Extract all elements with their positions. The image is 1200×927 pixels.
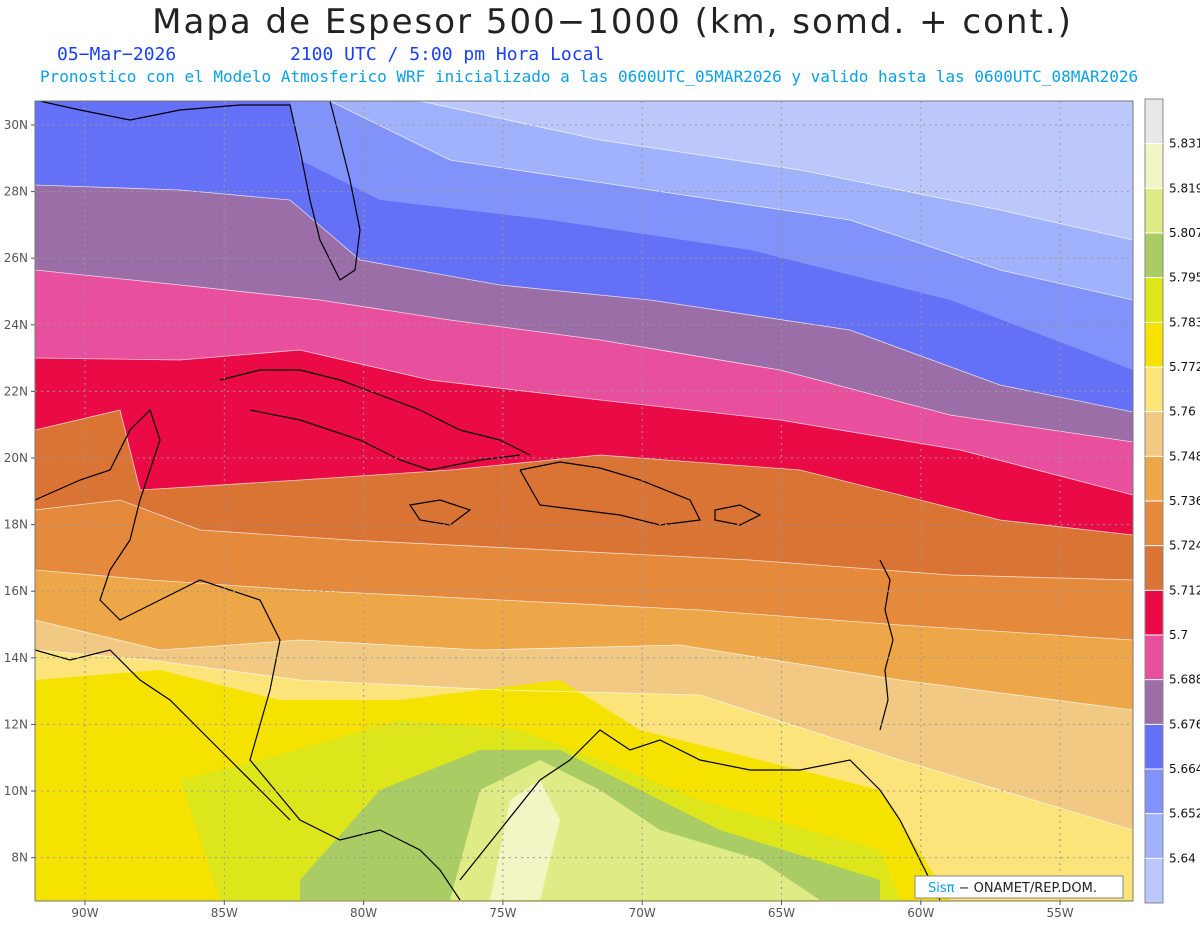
colorbar-label: 5.712	[1169, 583, 1200, 597]
colorbar-segment	[1145, 322, 1163, 367]
colorbar-segment	[1145, 99, 1163, 144]
lat-label: 10N	[4, 784, 28, 798]
colorbar-label: 5.7	[1169, 628, 1188, 642]
colorbar-label: 5.676	[1169, 717, 1200, 731]
lon-label: 60W	[907, 906, 934, 920]
colorbar-segment	[1145, 858, 1163, 903]
lon-label: 80W	[350, 906, 377, 920]
colorbar-segment	[1145, 277, 1163, 323]
lat-label: 14N	[4, 651, 28, 665]
lat-label: 18N	[4, 518, 28, 532]
colorbar-segment	[1145, 545, 1163, 591]
colorbar-segment	[1145, 456, 1163, 501]
valid-date: 05−Mar−2026	[57, 44, 177, 65]
valid-time: 2100 UTC / 5:00 pm Hora Local	[290, 44, 605, 65]
credit-text: Sisπ − ONAMET/REP.DOM.	[928, 881, 1097, 896]
colorbar-segment	[1145, 233, 1163, 278]
lat-label: 28N	[4, 185, 28, 199]
map-title: Mapa de Espesor 500−1000 (km, somd. + co…	[152, 2, 1073, 42]
lon-label: 70W	[629, 906, 656, 920]
colorbar-label: 5.783	[1169, 315, 1200, 329]
colorbar-label: 5.748	[1169, 449, 1200, 463]
colorbar-label: 5.76	[1169, 405, 1196, 419]
lat-label: 30N	[4, 118, 28, 132]
colorbar-label: 5.807	[1169, 226, 1200, 240]
map-frame	[34, 100, 1134, 902]
lat-label: 26N	[4, 251, 28, 265]
lat-label: 20N	[4, 451, 28, 465]
lat-label: 8N	[11, 851, 28, 865]
lon-label: 55W	[1047, 906, 1074, 920]
lon-label: 65W	[768, 906, 795, 920]
colorbar-label: 5.819	[1169, 181, 1200, 195]
colorbar-segment	[1145, 188, 1163, 233]
colorbar-label: 5.688	[1169, 673, 1200, 687]
colorbar-label: 5.795	[1169, 271, 1200, 285]
colorbar-segment	[1145, 367, 1163, 412]
colorbar-segment	[1145, 769, 1163, 814]
colorbar-segment	[1145, 635, 1163, 680]
colorbar: 5.64 5.652 5.664 5.676 5.688 5.7 5.712 5.724 5.7…	[1144, 98, 1200, 904]
colorbar-segment	[1145, 590, 1163, 635]
colorbar-segment	[1145, 143, 1163, 189]
colorbar-segment	[1145, 813, 1163, 859]
colorbar-label: 5.772	[1169, 360, 1200, 374]
colorbar-label: 5.831	[1169, 137, 1200, 151]
colorbar-segment	[1145, 679, 1163, 725]
axis-ticks: 30N 28N 26N 24N 22N 20N 18N 16N 14N 12N 10N 8N 90W 85…	[4, 118, 1074, 920]
thickness-field	[35, 101, 1133, 901]
lon-label: 75W	[489, 906, 516, 920]
colorbar-label: 5.664	[1169, 762, 1200, 776]
lat-label: 24N	[4, 318, 28, 332]
colorbar-label: 5.652	[1169, 807, 1200, 821]
graticule	[35, 101, 1133, 901]
lon-label: 90W	[71, 906, 98, 920]
lat-label: 22N	[4, 384, 28, 398]
colorbar-label: 5.724	[1169, 539, 1200, 553]
colorbar-label: 5.64	[1169, 851, 1196, 865]
forecast-info: Pronostico con el Modelo Atmosferico WRF…	[40, 67, 1139, 86]
lon-label: 85W	[211, 906, 238, 920]
colorbar-segment	[1145, 501, 1163, 546]
coastlines	[35, 101, 941, 901]
colorbar-segment	[1145, 724, 1163, 769]
colorbar-segment	[1145, 411, 1163, 457]
lat-label: 12N	[4, 717, 28, 731]
colorbar-label: 5.736	[1169, 494, 1200, 508]
credit-box: Sisπ − ONAMET/REP.DOM.	[914, 875, 1124, 899]
lat-label: 16N	[4, 584, 28, 598]
